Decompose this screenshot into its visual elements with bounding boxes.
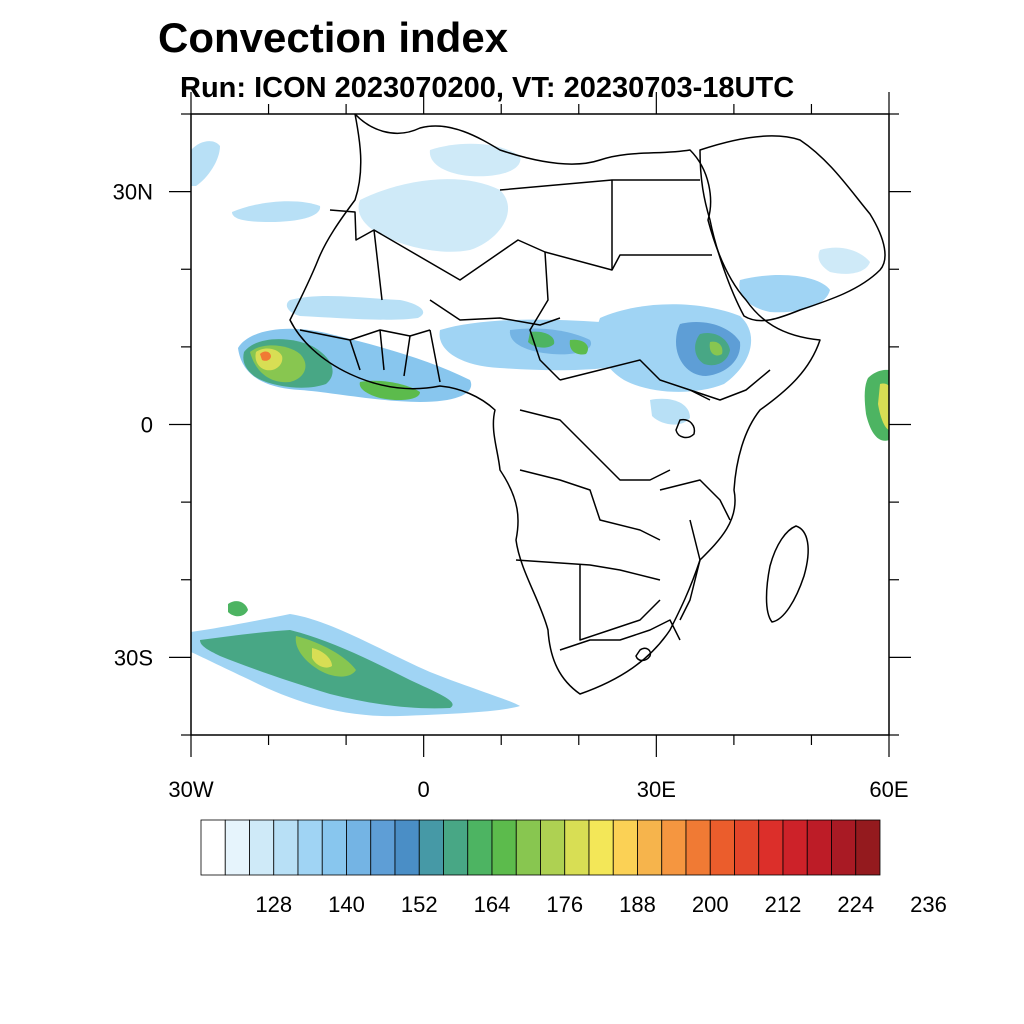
colorbar-swatch (782, 819, 808, 876)
border-niger-nigeria (429, 299, 561, 326)
cell-sahara-1 (358, 179, 509, 252)
colorbar-swatch (443, 819, 469, 876)
colorbar-swatch (418, 819, 444, 876)
africa-coastline (289, 114, 821, 695)
lon-tick-label: 30E (637, 777, 676, 802)
border-west-africa-2 (349, 329, 441, 383)
border-namibia-botswana (579, 565, 661, 641)
lon-tick-label: 60E (869, 777, 908, 802)
colorbar: 128 140 152 164 176 188 200 212 224 236 (200, 819, 947, 917)
colorbar-swatch (564, 819, 590, 876)
cell-nw-corner (191, 141, 220, 186)
cell-arabia-east (818, 247, 870, 274)
colorbar-swatch (540, 819, 566, 876)
colorbar-label: 212 (765, 892, 802, 917)
colorbar-swatch (321, 819, 347, 876)
colorbar-swatch (273, 819, 299, 876)
colorbar-swatch (661, 819, 687, 876)
chart-subtitle: Run: ICON 2023070200, VT: 20230703-18UTC (180, 72, 795, 104)
colorbar-swatch (297, 819, 323, 876)
cell-chad (569, 339, 589, 355)
border-mauritania-mali (329, 209, 383, 301)
colorbar-swatch (588, 819, 614, 876)
colorbar-swatch (855, 819, 881, 876)
border-tanzania (659, 479, 731, 521)
border-angola-namibia (515, 559, 661, 581)
convection-field (191, 141, 889, 717)
colorbar-swatch (515, 819, 541, 876)
map-ticks: 30W 0 30E 60E 30N 0 30S (113, 92, 911, 802)
colorbar-swatch (224, 819, 250, 876)
colorbar-swatch (758, 819, 784, 876)
colorbar-label: 140 (328, 892, 365, 917)
arabia-coastline (699, 135, 886, 322)
coastlines-borders (289, 114, 886, 695)
colorbar-swatch (734, 819, 760, 876)
lat-tick-label: 30S (114, 645, 153, 670)
cell-west-africa-peak (260, 351, 271, 361)
colorbar-label: 176 (546, 892, 583, 917)
colorbar-label: 188 (619, 892, 656, 917)
map-panel: 30W 0 30E 60E 30N 0 30S (113, 92, 911, 802)
colorbar-swatch (612, 819, 638, 876)
chart-title: Convection index (158, 14, 509, 61)
border-drc-angola (519, 469, 661, 541)
colorbar-swatch (831, 819, 857, 876)
colorbar-swatch (394, 819, 420, 876)
colorbar-swatch (637, 819, 663, 876)
border-libya-egypt (499, 179, 700, 191)
colorbar-swatch (685, 819, 711, 876)
colorbar-label: 164 (474, 892, 511, 917)
colorbar-swatch (200, 819, 226, 876)
cell-sahara-2 (429, 143, 521, 177)
lat-tick-label: 0 (141, 413, 153, 438)
colorbar-label: 128 (255, 892, 292, 917)
colorbar-label: 236 (910, 892, 947, 917)
border-congo (519, 409, 671, 481)
border-west-africa-1 (299, 329, 431, 341)
border-sudan (529, 251, 561, 381)
cell-southern-small (228, 601, 248, 617)
colorbar-label: 200 (692, 892, 729, 917)
cell-arabia (739, 275, 830, 313)
colorbar-swatch (370, 819, 396, 876)
lon-tick-label: 30W (168, 777, 213, 802)
cell-congo-east (650, 398, 690, 425)
colorbar-label: 152 (401, 892, 438, 917)
border-south-africa (559, 619, 681, 651)
colorbar-label: 224 (837, 892, 874, 917)
colorbar-swatch (467, 819, 493, 876)
cell-ethiopia-green (709, 341, 723, 356)
colorbar-swatch (346, 819, 372, 876)
colorbar-swatch (806, 819, 832, 876)
cell-southern-yellow (312, 648, 332, 668)
lesotho-outline (635, 647, 652, 662)
border-mozambique (679, 519, 701, 621)
cell-sahel-west (286, 295, 424, 320)
colorbar-swatch (249, 819, 275, 876)
colorbar-swatch (709, 819, 735, 876)
cell-indian-ocean-core (878, 383, 889, 430)
cell-atlantic-north (232, 201, 321, 222)
colorbar-swatch (491, 819, 517, 876)
border-ethiopia-kenya (689, 369, 771, 401)
lake-victoria (675, 418, 696, 439)
lat-tick-label: 30N (113, 180, 153, 205)
madagascar-coastline (765, 525, 809, 623)
lon-tick-label: 0 (418, 777, 430, 802)
cell-gulf-guinea (359, 380, 420, 400)
